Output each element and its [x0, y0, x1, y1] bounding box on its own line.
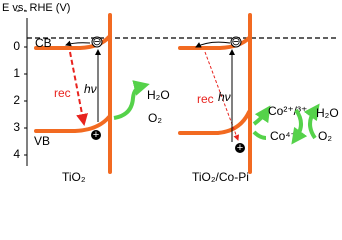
recombination-arrow: [69, 51, 88, 126]
rec-label: rec: [197, 92, 214, 106]
oxidation-arrow: [113, 80, 150, 120]
right-panel: ⊖ rec hν + Co²⁺/³⁺ Co⁴⁺ H₂O O₂ TiO₂/Co-P…: [178, 13, 339, 184]
cb-label: CB: [35, 36, 52, 50]
cycle-arrow: [291, 108, 308, 145]
tick-label: 0: [13, 39, 20, 53]
tick-label: 1: [13, 66, 20, 80]
hole-symbol: +: [93, 129, 99, 141]
product: O₂: [148, 111, 162, 125]
recombination-arrow: [204, 51, 240, 141]
reactant: H₂O: [147, 88, 170, 102]
ticks: - 0 1 2 3 4: [13, 3, 27, 161]
electron: [230, 36, 242, 48]
cocatalyst-high: Co⁴⁺: [270, 129, 297, 143]
rec-label: rec: [54, 86, 71, 100]
hole-symbol: +: [237, 142, 243, 154]
cycle-arrow: [303, 103, 320, 140]
tick-label: 4: [13, 147, 20, 161]
reduction-arrow: [252, 130, 267, 140]
electron-transfer-arrow: [195, 41, 231, 48]
vb-label: VB: [34, 134, 50, 148]
axis-label: E vs. RHE (V): [2, 2, 70, 14]
reactant: H₂O: [316, 106, 339, 120]
valence-band: [178, 110, 251, 135]
valence-band: [34, 115, 111, 133]
band-diagram: E vs. RHE (V) - 0 1 2 3 4 CB VB ⊖ rec hν + H₂…: [2, 2, 339, 184]
tick-label: -: [16, 3, 20, 17]
tick-label: 3: [13, 120, 20, 134]
hv-label: hν: [218, 90, 231, 104]
tick-label: 2: [13, 93, 20, 107]
oxidation-arrow: [252, 105, 271, 126]
electron-transfer-arrow: [65, 40, 91, 47]
product: O₂: [318, 129, 332, 143]
hole: [235, 143, 245, 153]
hv-label: hν: [84, 82, 97, 96]
panel-label: TiO₂: [62, 170, 86, 184]
electron-symbol: ⊖: [231, 36, 240, 48]
panel-label: TiO₂/Co-Pi: [192, 170, 249, 184]
left-panel: CB VB ⊖ rec hν + H₂O O₂ TiO₂: [34, 13, 170, 184]
electron-symbol: ⊖: [92, 36, 101, 48]
hole: [91, 130, 101, 140]
electron: [91, 36, 103, 48]
